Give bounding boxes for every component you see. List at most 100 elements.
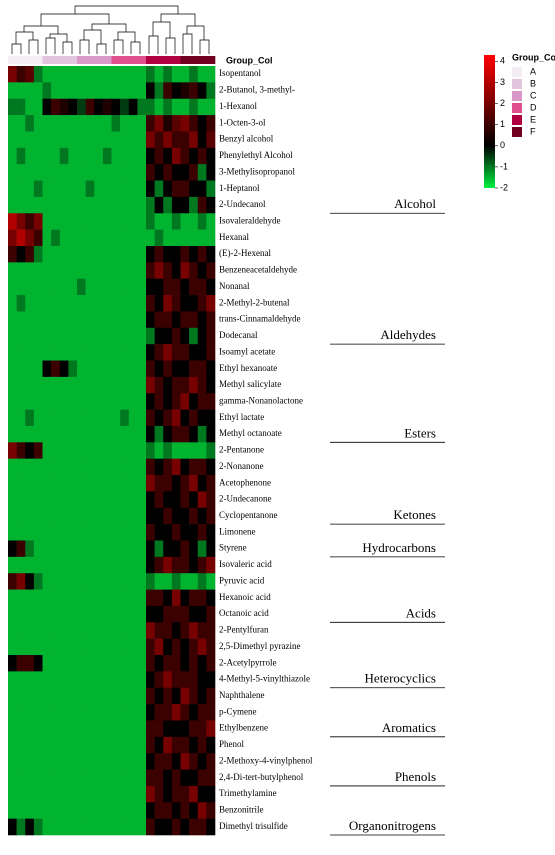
row-label: Nonanal [219, 281, 250, 291]
heatmap-cell [94, 425, 104, 443]
heatmap-cell [33, 753, 43, 770]
heatmap-cell [180, 458, 190, 476]
heatmap-cell [33, 785, 43, 803]
heatmap-cell [94, 344, 104, 361]
heatmap-cell [120, 442, 130, 459]
heatmap-cell [137, 425, 147, 443]
row-label: Ethyl lactate [219, 412, 264, 422]
heatmap-cell [111, 785, 121, 803]
heatmap-cell [154, 736, 164, 754]
heatmap-cell [154, 82, 164, 100]
heatmap-cell [51, 589, 61, 607]
heatmap-cell [85, 769, 95, 787]
heatmap-cell [111, 638, 121, 656]
heatmap-cell [111, 115, 121, 132]
heatmap-cell [42, 524, 52, 541]
heatmap-cell [85, 475, 95, 492]
heatmap-cell [137, 278, 147, 296]
heatmap-cell [111, 425, 121, 443]
heatmap-cell [42, 409, 52, 427]
heatmap-cell [137, 769, 147, 787]
heatmap-cell [197, 720, 207, 738]
heatmap-cell [16, 311, 26, 329]
heatmap-cell [163, 736, 173, 754]
heatmap-cell [51, 360, 61, 378]
heatmap-cell [189, 262, 199, 280]
heatmap-cell [206, 82, 216, 100]
heatmap-cell [77, 180, 86, 198]
heatmap-cell [59, 720, 69, 738]
colorbar-tick-label: 4 [500, 56, 505, 66]
heatmap-cell [111, 605, 121, 623]
heatmap-cell [197, 82, 207, 100]
heatmap-cell [206, 491, 216, 509]
heatmap-cell [128, 229, 138, 247]
heatmap-cell [137, 442, 147, 459]
heatmap-cell [8, 442, 17, 459]
heatmap-cell [128, 589, 138, 607]
heatmap-cell [42, 245, 52, 263]
heatmap-cell [25, 687, 35, 705]
heatmap-cell [102, 147, 112, 165]
heatmap-cell [197, 131, 207, 149]
heatmap-cell [8, 115, 17, 132]
heatmap-cell [94, 687, 104, 705]
heatmap-cell [197, 115, 207, 132]
heatmap-cell [163, 622, 173, 639]
heatmap-cell [180, 66, 190, 83]
heatmap-cell [154, 278, 164, 296]
heatmap-cell [128, 311, 138, 329]
heatmap-cell [171, 458, 181, 476]
heatmap-cell [68, 671, 78, 689]
heatmap-cell [33, 442, 43, 459]
heatmap-cell [163, 556, 173, 574]
heatmap-cell [68, 573, 78, 590]
heatmap-cell [180, 589, 190, 607]
heatmap-cell [51, 66, 61, 83]
heatmap-cell [51, 295, 61, 312]
row-label: Benzeneacetaldehyde [219, 265, 297, 275]
heatmap-cell [180, 82, 190, 100]
heatmap-cell [137, 360, 147, 378]
heatmap-cell [68, 622, 78, 639]
heatmap-cell [25, 655, 35, 672]
heatmap-cell [180, 573, 190, 590]
heatmap-cell [206, 638, 216, 656]
heatmap-cell [180, 115, 190, 132]
heatmap-cell [120, 458, 130, 476]
heatmap-cell [33, 458, 43, 476]
heatmap-cell [77, 245, 86, 263]
heatmap-cell [206, 769, 216, 787]
heatmap-cell [171, 540, 181, 558]
heatmap-cell [171, 344, 181, 361]
legend-label: F [530, 126, 536, 136]
heatmap-cell [42, 164, 52, 181]
heatmap-cell [137, 213, 147, 230]
heatmap-cell [171, 147, 181, 165]
heatmap-cell [102, 425, 112, 443]
heatmap-cell [77, 344, 86, 361]
heatmap-cell [206, 507, 216, 525]
heatmap-cell [16, 638, 26, 656]
heatmap-cell [154, 327, 164, 345]
heatmap-cell [16, 802, 26, 819]
heatmap-cell [77, 376, 86, 394]
heatmap-cell [42, 295, 52, 312]
heatmap-cell [16, 655, 26, 672]
heatmap-cell [42, 278, 52, 296]
heatmap-cell [59, 344, 69, 361]
heatmap-cell [163, 229, 173, 247]
row-label: 2,4-Di-tert-butylphenol [219, 772, 304, 782]
heatmap-cell [128, 327, 138, 345]
heatmap-cell [77, 769, 86, 787]
row-label: 2-Methoxy-4-vinylphenol [219, 755, 313, 765]
heatmap-cell [189, 573, 199, 590]
heatmap-cell [51, 671, 61, 689]
heatmap-cell [154, 245, 164, 263]
heatmap-cell [171, 753, 181, 770]
heatmap-cell [146, 540, 155, 558]
heatmap-cell [68, 589, 78, 607]
heatmap-cell [59, 131, 69, 149]
heatmap-cell [59, 785, 69, 803]
heatmap-cell [59, 180, 69, 198]
